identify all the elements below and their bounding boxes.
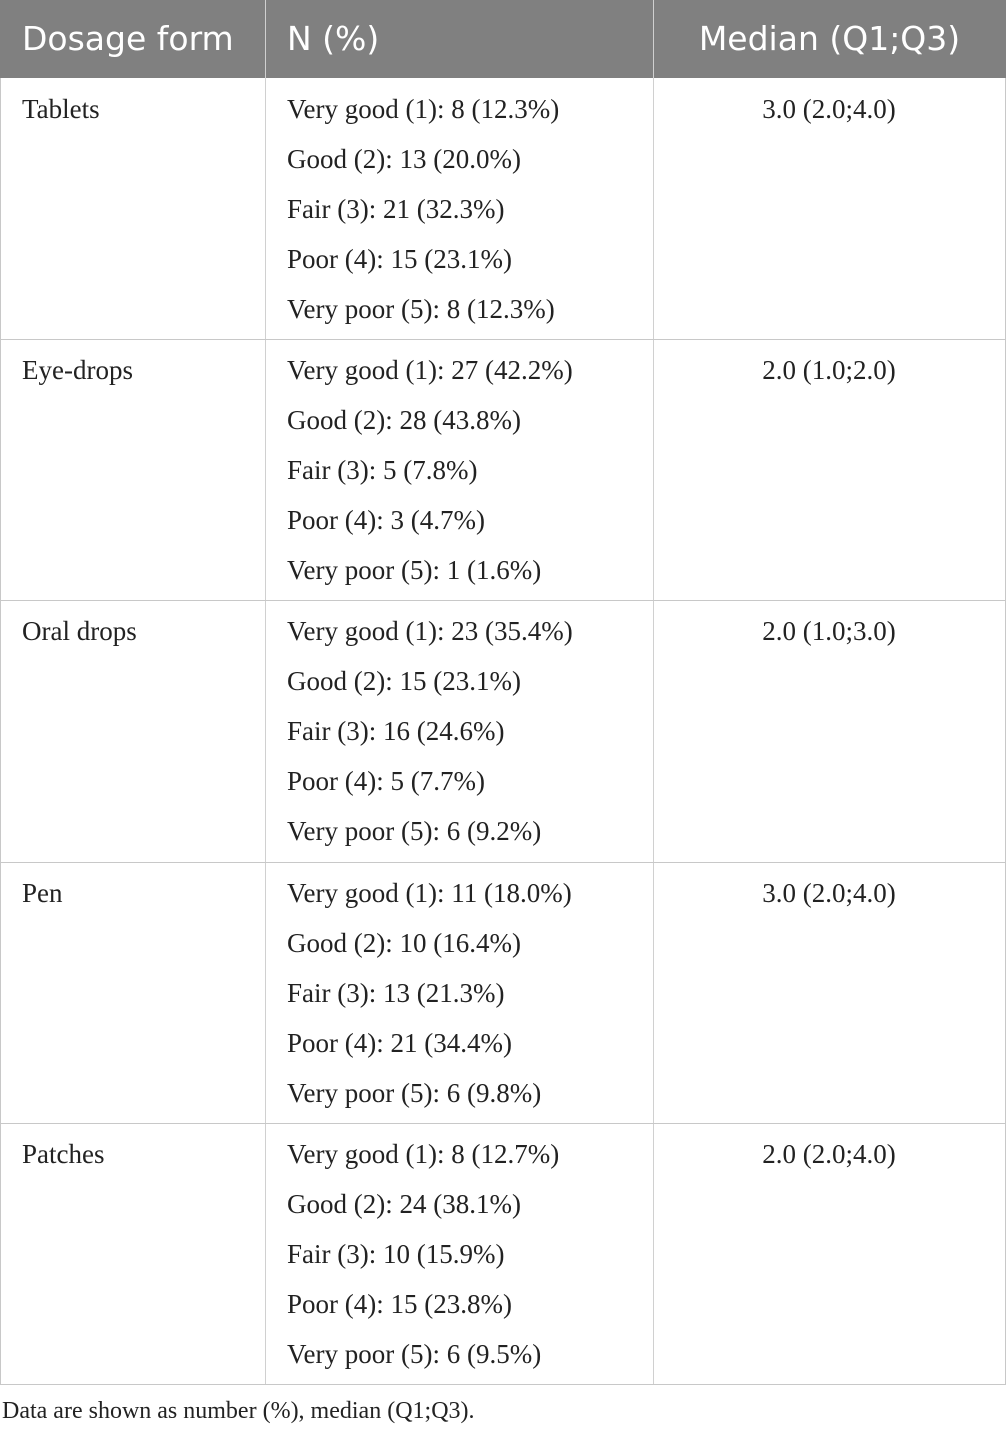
count-line: Poor (4): 15 (23.1%)	[287, 244, 512, 274]
count-line: Very poor (5): 6 (9.5%)	[287, 1339, 542, 1369]
count-line: Very good (1): 27 (42.2%)	[287, 355, 573, 385]
count-line: Good (2): 10 (16.4%)	[287, 928, 521, 958]
header-cell: Median (Q1;Q3)	[698, 19, 961, 58]
column-border	[265, 0, 266, 1384]
median: 2.0 (2.0;4.0)	[762, 1139, 896, 1169]
dosage-form: Pen	[22, 878, 63, 908]
row-border	[0, 339, 1006, 340]
count-line: Good (2): 24 (38.1%)	[287, 1189, 521, 1219]
median: 2.0 (1.0;3.0)	[762, 616, 896, 646]
count-line: Good (2): 28 (43.8%)	[287, 405, 521, 435]
dosage-form: Oral drops	[22, 616, 137, 646]
row-border	[0, 862, 1006, 863]
count-line: Fair (3): 10 (15.9%)	[287, 1239, 505, 1269]
dosage-form: Tablets	[22, 94, 100, 124]
count-line: Very poor (5): 6 (9.2%)	[287, 816, 542, 846]
count-line: Very good (1): 23 (35.4%)	[287, 616, 573, 646]
count-line: Poor (4): 21 (34.4%)	[287, 1028, 512, 1058]
count-line: Fair (3): 5 (7.8%)	[287, 455, 478, 485]
count-line: Poor (4): 3 (4.7%)	[287, 505, 485, 535]
count-line: Poor (4): 5 (7.7%)	[287, 766, 485, 796]
count-line: Very poor (5): 8 (12.3%)	[287, 294, 555, 324]
column-border	[0, 78, 1, 1384]
count-line: Very good (1): 8 (12.7%)	[287, 1139, 560, 1169]
column-border	[653, 0, 654, 1384]
table-header: Dosage form N (%) Median (Q1;Q3)	[0, 0, 1006, 78]
count-line: Poor (4): 15 (23.8%)	[287, 1289, 512, 1319]
count-line: Very good (1): 8 (12.3%)	[287, 94, 560, 124]
row-border	[0, 600, 1006, 601]
count-line: Very good (1): 11 (18.0%)	[287, 878, 572, 908]
count-line: Good (2): 13 (20.0%)	[287, 144, 521, 174]
count-line: Fair (3): 21 (32.3%)	[287, 194, 505, 224]
dosage-form: Patches	[22, 1139, 105, 1169]
header-cell: N (%)	[287, 19, 380, 58]
count-line: Fair (3): 16 (24.6%)	[287, 716, 505, 746]
count-line: Good (2): 15 (23.1%)	[287, 666, 521, 696]
median: 3.0 (2.0;4.0)	[762, 94, 896, 124]
footnote: Data are shown as number (%), median (Q1…	[2, 1398, 475, 1424]
count-line: Very poor (5): 6 (9.8%)	[287, 1078, 542, 1108]
count-line: Fair (3): 13 (21.3%)	[287, 978, 505, 1008]
row-border	[0, 1384, 1006, 1385]
count-line: Very poor (5): 1 (1.6%)	[287, 555, 542, 585]
dosage-form: Eye-drops	[22, 355, 133, 385]
median: 2.0 (1.0;2.0)	[762, 355, 896, 385]
row-border	[0, 1123, 1006, 1124]
median: 3.0 (2.0;4.0)	[762, 878, 896, 908]
header-cell: Dosage form	[22, 19, 234, 58]
